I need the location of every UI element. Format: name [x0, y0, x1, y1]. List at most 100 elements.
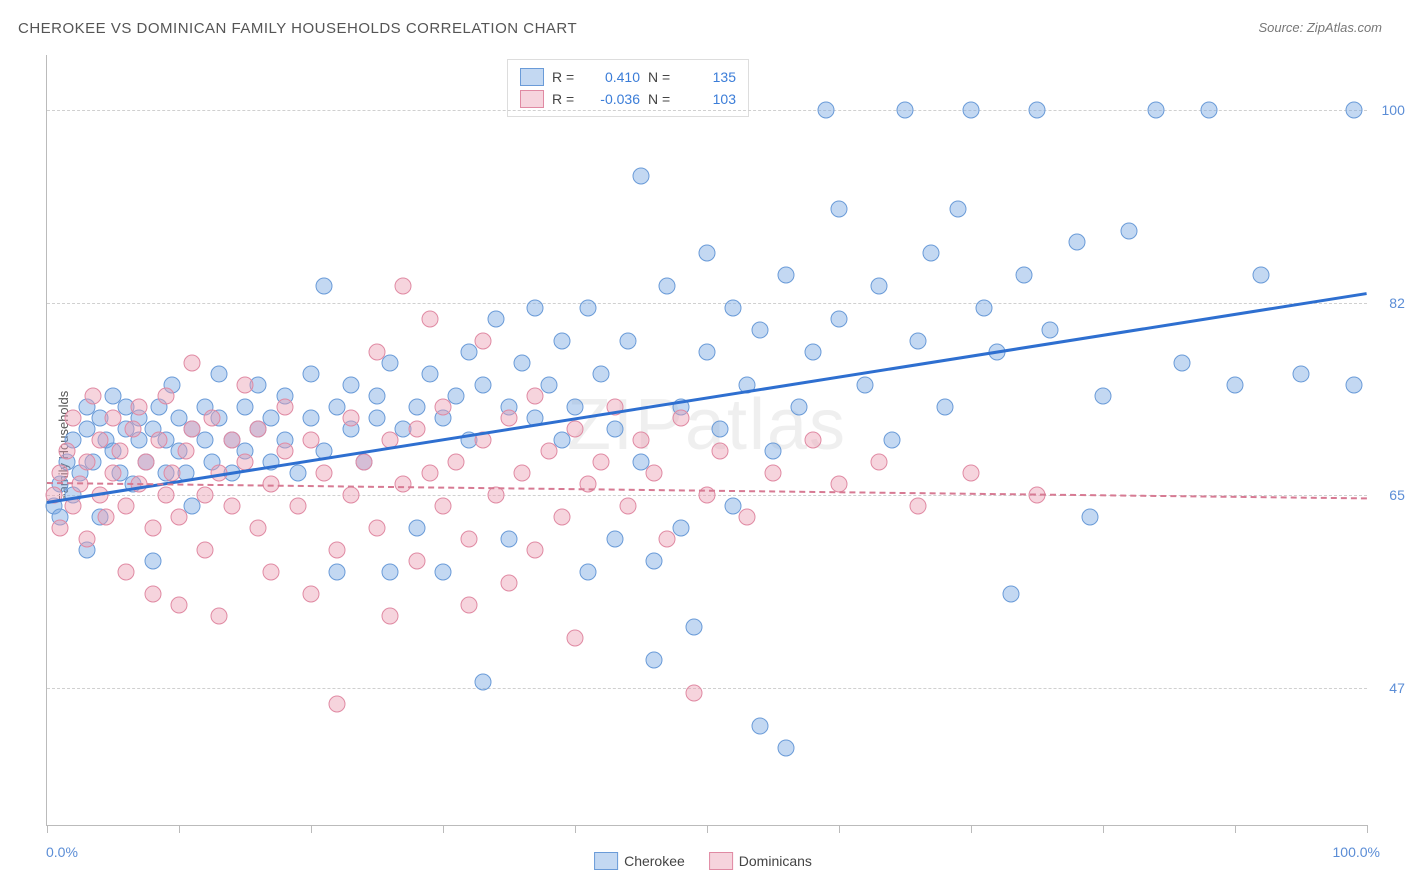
- scatter-point: [342, 377, 359, 394]
- r-label: R =: [552, 91, 580, 107]
- scatter-point: [1227, 377, 1244, 394]
- scatter-point: [171, 597, 188, 614]
- scatter-point: [303, 366, 320, 383]
- scatter-point: [118, 498, 135, 515]
- scatter-point: [197, 487, 214, 504]
- scatter-point: [501, 531, 518, 548]
- scatter-point: [963, 102, 980, 119]
- scatter-point: [672, 410, 689, 427]
- scatter-point: [369, 388, 386, 405]
- scatter-point: [78, 531, 95, 548]
- scatter-point: [1068, 234, 1085, 251]
- scatter-point: [237, 377, 254, 394]
- n-label: N =: [648, 69, 676, 85]
- scatter-point: [164, 465, 181, 482]
- scatter-point: [1345, 377, 1362, 394]
- scatter-point: [646, 652, 663, 669]
- x-tick: [707, 825, 708, 833]
- scatter-point: [58, 443, 75, 460]
- scatter-point: [223, 432, 240, 449]
- chart-title: CHEROKEE VS DOMINICAN FAMILY HOUSEHOLDS …: [18, 20, 577, 37]
- scatter-point: [342, 487, 359, 504]
- scatter-point: [435, 498, 452, 515]
- scatter-point: [1200, 102, 1217, 119]
- scatter-point: [171, 509, 188, 526]
- scatter-point: [118, 564, 135, 581]
- scatter-point: [85, 388, 102, 405]
- scatter-point: [765, 443, 782, 460]
- scatter-point: [78, 454, 95, 471]
- scatter-point: [817, 102, 834, 119]
- scatter-point: [369, 410, 386, 427]
- scatter-point: [1121, 223, 1138, 240]
- scatter-point: [527, 542, 544, 559]
- scatter-point: [527, 388, 544, 405]
- scatter-point: [1293, 366, 1310, 383]
- scatter-point: [804, 432, 821, 449]
- scatter-point: [65, 410, 82, 427]
- swatch-dominicans: [520, 90, 544, 108]
- scatter-point: [382, 608, 399, 625]
- gridline: [47, 110, 1367, 111]
- scatter-point: [474, 674, 491, 691]
- scatter-point: [303, 586, 320, 603]
- scatter-point: [567, 399, 584, 416]
- x-tick: [575, 825, 576, 833]
- scatter-point: [276, 399, 293, 416]
- scatter-point: [699, 245, 716, 262]
- scatter-point: [124, 421, 141, 438]
- scatter-point: [369, 520, 386, 537]
- n-value-cherokee: 135: [684, 69, 736, 85]
- scatter-point: [144, 586, 161, 603]
- scatter-point: [144, 553, 161, 570]
- series-label: Cherokee: [624, 853, 685, 869]
- scatter-point: [204, 410, 221, 427]
- scatter-point: [91, 432, 108, 449]
- swatch-dominicans: [709, 852, 733, 870]
- scatter-point: [1081, 509, 1098, 526]
- scatter-point: [157, 388, 174, 405]
- scatter-point: [474, 333, 491, 350]
- scatter-plot-area: ZIPatlas R = 0.410 N = 135 R = -0.036 N …: [46, 55, 1367, 826]
- x-axis-max-label: 100.0%: [1333, 844, 1380, 860]
- scatter-point: [659, 278, 676, 295]
- scatter-point: [316, 278, 333, 295]
- scatter-point: [778, 740, 795, 757]
- gridline: [47, 688, 1367, 689]
- x-tick: [1103, 825, 1104, 833]
- scatter-point: [131, 399, 148, 416]
- scatter-point: [105, 465, 122, 482]
- scatter-point: [685, 619, 702, 636]
- scatter-point: [474, 377, 491, 394]
- scatter-point: [435, 564, 452, 581]
- scatter-point: [1345, 102, 1362, 119]
- scatter-point: [382, 355, 399, 372]
- scatter-point: [421, 311, 438, 328]
- series-label: Dominicans: [739, 853, 812, 869]
- x-tick: [1367, 825, 1368, 833]
- scatter-point: [342, 410, 359, 427]
- scatter-point: [395, 278, 412, 295]
- scatter-point: [157, 487, 174, 504]
- scatter-point: [329, 564, 346, 581]
- scatter-point: [461, 597, 478, 614]
- r-label: R =: [552, 69, 580, 85]
- x-tick: [47, 825, 48, 833]
- scatter-point: [831, 201, 848, 218]
- source-attribution: Source: ZipAtlas.com: [1258, 20, 1382, 35]
- scatter-point: [831, 476, 848, 493]
- scatter-point: [501, 410, 518, 427]
- x-axis-min-label: 0.0%: [46, 844, 78, 860]
- scatter-point: [619, 498, 636, 515]
- scatter-point: [223, 498, 240, 515]
- scatter-point: [1029, 102, 1046, 119]
- bottom-legend-dominicans: Dominicans: [709, 852, 812, 870]
- scatter-point: [712, 443, 729, 460]
- scatter-point: [659, 531, 676, 548]
- y-tick-label: 82.5%: [1389, 295, 1406, 311]
- scatter-point: [329, 542, 346, 559]
- scatter-point: [804, 344, 821, 361]
- scatter-point: [151, 432, 168, 449]
- x-tick: [311, 825, 312, 833]
- scatter-point: [210, 608, 227, 625]
